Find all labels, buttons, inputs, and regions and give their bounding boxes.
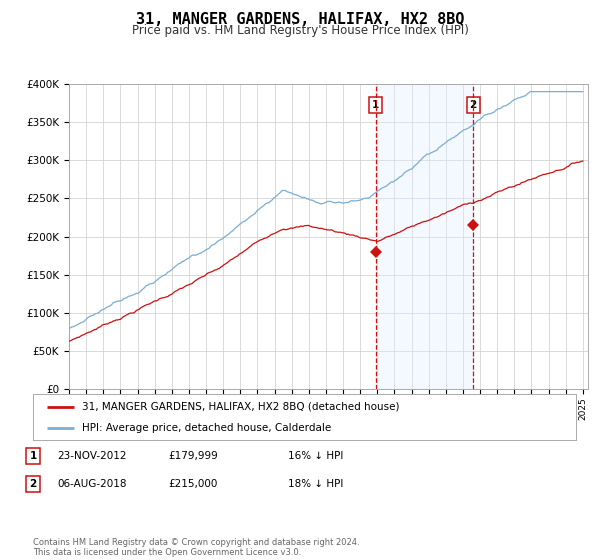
Text: HPI: Average price, detached house, Calderdale: HPI: Average price, detached house, Cald…	[82, 423, 331, 433]
Text: £215,000: £215,000	[168, 479, 217, 489]
Text: 2: 2	[29, 479, 37, 489]
Text: 23-NOV-2012: 23-NOV-2012	[57, 451, 127, 461]
Text: 31, MANGER GARDENS, HALIFAX, HX2 8BQ (detached house): 31, MANGER GARDENS, HALIFAX, HX2 8BQ (de…	[82, 402, 400, 412]
Text: 1: 1	[372, 100, 379, 110]
Text: 2: 2	[470, 100, 477, 110]
Text: 18% ↓ HPI: 18% ↓ HPI	[288, 479, 343, 489]
Text: £179,999: £179,999	[168, 451, 218, 461]
Text: Contains HM Land Registry data © Crown copyright and database right 2024.
This d: Contains HM Land Registry data © Crown c…	[33, 538, 359, 557]
Text: 06-AUG-2018: 06-AUG-2018	[57, 479, 127, 489]
Text: 16% ↓ HPI: 16% ↓ HPI	[288, 451, 343, 461]
Bar	[376, 84, 473, 389]
Text: 31, MANGER GARDENS, HALIFAX, HX2 8BQ: 31, MANGER GARDENS, HALIFAX, HX2 8BQ	[136, 12, 464, 27]
Text: 1: 1	[29, 451, 37, 461]
Text: Price paid vs. HM Land Registry's House Price Index (HPI): Price paid vs. HM Land Registry's House …	[131, 24, 469, 37]
